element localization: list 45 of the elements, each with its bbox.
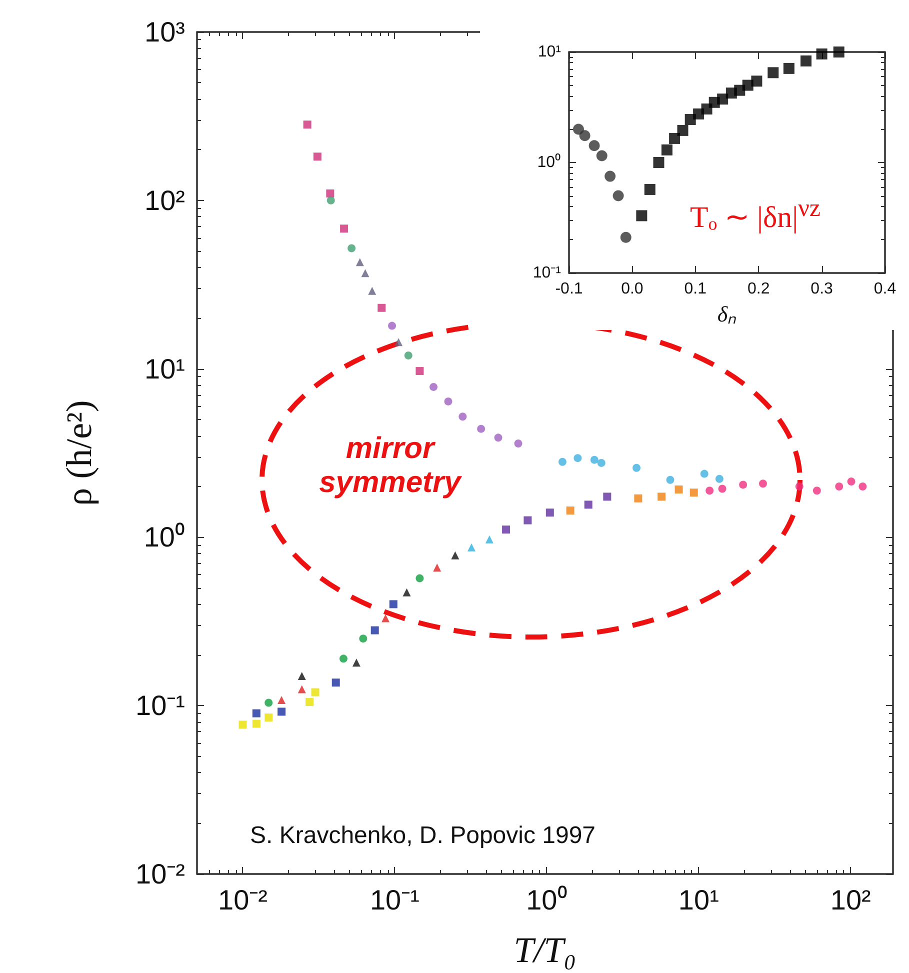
point xyxy=(669,132,680,144)
point xyxy=(677,124,688,136)
annotation: S. Kravchenko, D. Popovic 1997 xyxy=(250,822,597,850)
point xyxy=(644,184,656,195)
point xyxy=(833,46,844,58)
y-tick-label: 10⁻¹ xyxy=(136,690,185,722)
y-tick-label: 10³ xyxy=(144,16,185,48)
y-tick-label: 10⁻¹ xyxy=(532,264,561,282)
point xyxy=(717,94,728,105)
y-tick-label: 10¹ xyxy=(538,44,561,60)
x-tick-label: 10⁻¹ xyxy=(370,884,420,916)
x-tick-label: 0.0 xyxy=(621,280,644,298)
y-tick-label: 10⁰ xyxy=(537,153,561,171)
point xyxy=(596,150,608,162)
x-axis-title: δₙ xyxy=(717,302,737,326)
x-tick-label: 0.2 xyxy=(747,280,770,298)
annotation: mirror symmetry xyxy=(318,432,463,500)
point xyxy=(800,55,812,66)
y-tick-label: 10² xyxy=(144,184,185,216)
x-tick-label: 0.3 xyxy=(810,280,834,298)
x-axis-title: T/T₀ xyxy=(514,930,576,970)
point xyxy=(620,232,632,243)
x-tick-label: 10¹ xyxy=(678,884,719,916)
point xyxy=(612,190,624,202)
y-tick-label: 10¹ xyxy=(144,353,185,384)
x-tick-label: 0.4 xyxy=(874,280,896,298)
point xyxy=(661,144,672,156)
annotation: Tₒ ∼ |δn|$^{νz}$ xyxy=(690,195,822,235)
y-tick-label: 10⁻² xyxy=(136,858,185,890)
point xyxy=(768,67,779,78)
point xyxy=(588,140,600,152)
y-tick-label: 10⁰ xyxy=(144,522,185,553)
x-tick-label: 10⁻² xyxy=(218,884,268,916)
x-tick-label: 10² xyxy=(830,884,871,916)
x-tick-label: 0.1 xyxy=(684,280,707,298)
point xyxy=(751,76,762,87)
point xyxy=(783,62,794,74)
point xyxy=(572,124,584,135)
point xyxy=(816,48,828,60)
point xyxy=(653,157,664,168)
point xyxy=(579,130,590,142)
point xyxy=(636,210,648,222)
y-axis-title: ρ (h/e²) xyxy=(59,400,99,506)
point xyxy=(604,170,616,182)
x-tick-label: -0.1 xyxy=(555,280,583,298)
